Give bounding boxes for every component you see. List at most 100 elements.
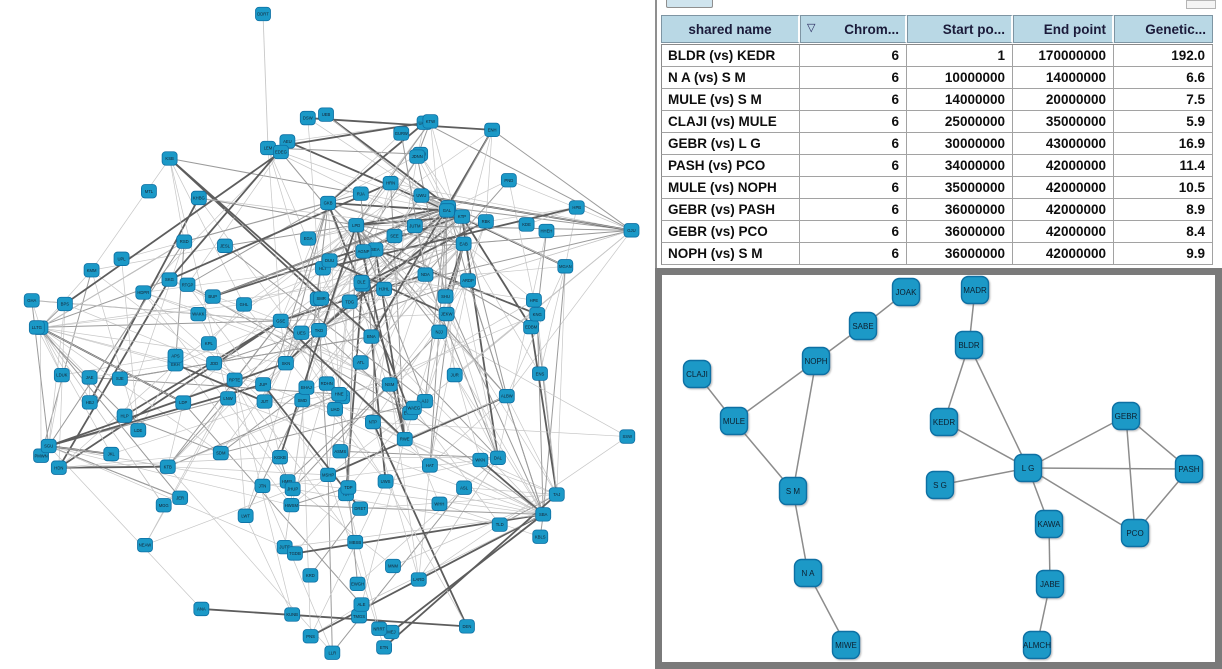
network-node[interactable]: JER (172, 490, 189, 505)
table-row[interactable]: GEBR (vs) PASH 6 36000000 42000000 8.9 (661, 199, 1213, 221)
network-node[interactable]: BLDR (954, 330, 984, 360)
network-node[interactable]: GHA (23, 293, 40, 308)
panel-tab-stub[interactable] (666, 0, 713, 8)
network-edge[interactable] (1125, 415, 1136, 534)
network-node[interactable]: SDM (212, 445, 229, 461)
table-cell[interactable]: GEBR (vs) PASH (661, 199, 800, 221)
network-node[interactable]: JKL (103, 446, 120, 462)
network-node[interactable]: DEN (459, 619, 475, 634)
network-node[interactable]: UWS (377, 474, 394, 489)
network-node[interactable]: KSB (161, 151, 178, 166)
network-node[interactable]: KTP (454, 209, 470, 224)
network-node[interactable]: ALMCH (1022, 630, 1051, 660)
large-network-canvas[interactable]: DDRT LEM GKB HMEL AEU NJJ HWSM MNM RWE LWT GJU UWS T… (0, 0, 653, 669)
network-node[interactable]: LNW (220, 391, 236, 406)
network-node[interactable]: SEA (367, 242, 384, 257)
table-row[interactable]: GEBR (vs) PCO 6 36000000 42000000 8.4 (661, 221, 1213, 243)
network-node[interactable]: JEKW (438, 306, 455, 322)
network-edge[interactable] (939, 467, 1029, 486)
table-cell[interactable]: 6 (800, 221, 907, 243)
table-cell[interactable]: 42000000 (1013, 221, 1114, 243)
table-cell[interactable]: 6 (800, 177, 907, 199)
network-node[interactable]: JESL (217, 238, 233, 253)
table-cell[interactable]: 42000000 (1013, 243, 1114, 265)
network-node[interactable]: JUP (255, 377, 271, 392)
network-node[interactable]: DLE (353, 274, 370, 290)
table-cell[interactable]: 192.0 (1114, 45, 1213, 67)
network-node[interactable]: KNG (529, 307, 546, 322)
network-node[interactable]: JUR (446, 367, 463, 383)
network-edge[interactable] (792, 360, 817, 492)
network-node[interactable]: S G (925, 470, 955, 500)
table-cell[interactable]: 9.9 (1114, 243, 1213, 265)
network-node[interactable]: JAE (81, 370, 98, 385)
table-cell[interactable]: GEBR (vs) PCO (661, 221, 800, 243)
network-node[interactable]: MULE (719, 406, 749, 436)
table-row[interactable]: MULE (vs) NOPH 6 35000000 42000000 10.5 (661, 177, 1213, 199)
network-node[interactable]: SJE (111, 371, 128, 386)
network-node[interactable]: GAL (439, 203, 455, 218)
table-cell[interactable]: 8.4 (1114, 221, 1213, 243)
network-node[interactable]: WAEG (405, 400, 422, 416)
network-edge[interactable] (1027, 467, 1190, 470)
network-node[interactable]: MIWE (831, 630, 861, 660)
table-cell[interactable]: 35000000 (1013, 111, 1114, 133)
table-cell[interactable]: 42000000 (1013, 155, 1114, 177)
network-node[interactable]: SMR (313, 291, 330, 306)
column-header[interactable]: ▽ Chrom... (800, 15, 907, 43)
table-cell[interactable]: 170000000 (1013, 45, 1114, 67)
table-row[interactable]: NOPH (vs) S M 6 36000000 42000000 9.9 (661, 243, 1213, 265)
network-edge[interactable] (1027, 415, 1127, 469)
table-cell[interactable]: MULE (vs) NOPH (661, 177, 800, 199)
network-node[interactable]: NSM (381, 377, 398, 392)
network-node[interactable]: JUTM (406, 218, 423, 234)
network-node[interactable]: PNS (302, 629, 319, 644)
network-node[interactable]: BPS (56, 296, 73, 312)
network-node[interactable]: SGU (40, 438, 57, 454)
network-node[interactable]: NOPH (801, 346, 831, 376)
network-node[interactable]: ASL (456, 480, 472, 495)
network-node[interactable]: RWE (396, 431, 413, 447)
network-node[interactable]: GJU (623, 223, 640, 238)
network-node[interactable]: MNM (385, 558, 401, 574)
column-header[interactable]: End point (1013, 15, 1114, 43)
network-node[interactable]: ENH (484, 122, 501, 138)
network-node[interactable]: KRD (302, 568, 319, 583)
network-node[interactable]: SMD (294, 393, 311, 408)
network-node[interactable]: BHAJ (298, 380, 315, 395)
network-node[interactable]: RSD (176, 234, 193, 249)
network-node[interactable]: HDPR (135, 285, 152, 300)
table-cell[interactable]: 6.6 (1114, 67, 1213, 89)
network-node[interactable]: KEDR (929, 407, 959, 437)
network-node[interactable]: LWT (237, 508, 254, 523)
network-node[interactable]: UAD (327, 402, 343, 417)
table-cell[interactable]: NOPH (vs) S M (661, 243, 800, 265)
table-cell[interactable]: PASH (vs) PCO (661, 155, 800, 177)
network-edge[interactable] (968, 344, 1029, 469)
network-node[interactable]: DDRT (255, 6, 271, 22)
network-node[interactable]: NTP (365, 414, 381, 430)
network-node[interactable]: KUNB (284, 607, 301, 622)
table-cell[interactable]: 16.9 (1114, 133, 1213, 155)
network-node[interactable]: ALE (353, 597, 370, 612)
table-cell[interactable]: MULE (vs) S M (661, 89, 800, 111)
network-node[interactable]: LPD (348, 218, 365, 233)
network-node[interactable]: LDUK (53, 367, 70, 383)
network-node[interactable]: EGA (300, 231, 317, 246)
network-node[interactable]: JUT (256, 394, 273, 409)
table-cell[interactable]: 42000000 (1013, 199, 1114, 221)
network-node[interactable]: RJA (352, 186, 369, 201)
network-node[interactable]: BUP (204, 289, 221, 304)
network-node[interactable]: GURW (393, 126, 410, 141)
table-cell[interactable]: GEBR (vs) L G (661, 133, 800, 155)
table-cell[interactable]: 10.5 (1114, 177, 1213, 199)
network-node[interactable]: KMM (83, 263, 100, 278)
network-node[interactable]: KAWA (1034, 509, 1064, 539)
table-row[interactable]: BLDR (vs) KEDR 6 1 170000000 192.0 (661, 45, 1213, 67)
network-node[interactable]: JABE (1035, 569, 1065, 599)
network-node[interactable]: KTB (159, 459, 176, 474)
network-node[interactable]: GSE (272, 313, 289, 328)
table-cell[interactable]: 5.9 (1114, 111, 1213, 133)
network-node[interactable]: L G (1013, 453, 1043, 483)
network-node[interactable]: MGAN (557, 259, 574, 274)
